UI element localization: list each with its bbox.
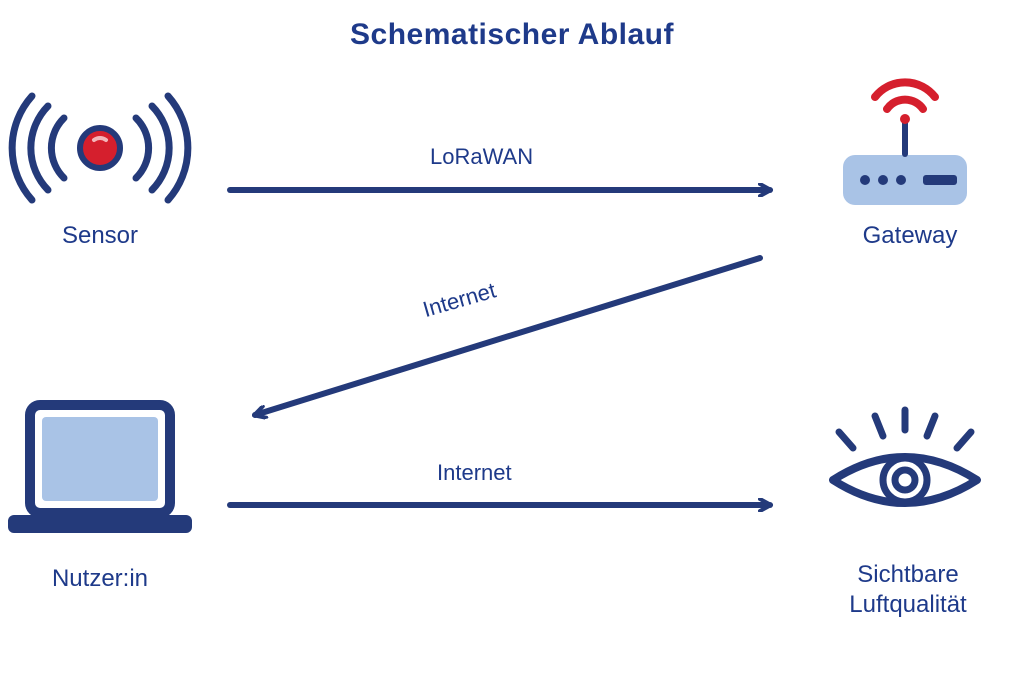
edge-internet-gw-user [255,258,760,415]
label-sensor: Sensor [50,222,150,250]
label-display: Sichtbare Luftqualität [808,560,1008,620]
edge-label-lorawan: LoRaWAN [430,144,533,170]
eye-icon [833,410,977,503]
laptop-icon [8,405,192,533]
edge-label-internet-2: Internet [437,460,512,486]
label-gateway: Gateway [850,222,970,250]
diagram-stage: Schematischer Ablauf [0,0,1024,683]
gateway-icon [843,82,967,205]
sensor-icon [12,96,188,200]
label-user: Nutzer:in [30,565,170,593]
